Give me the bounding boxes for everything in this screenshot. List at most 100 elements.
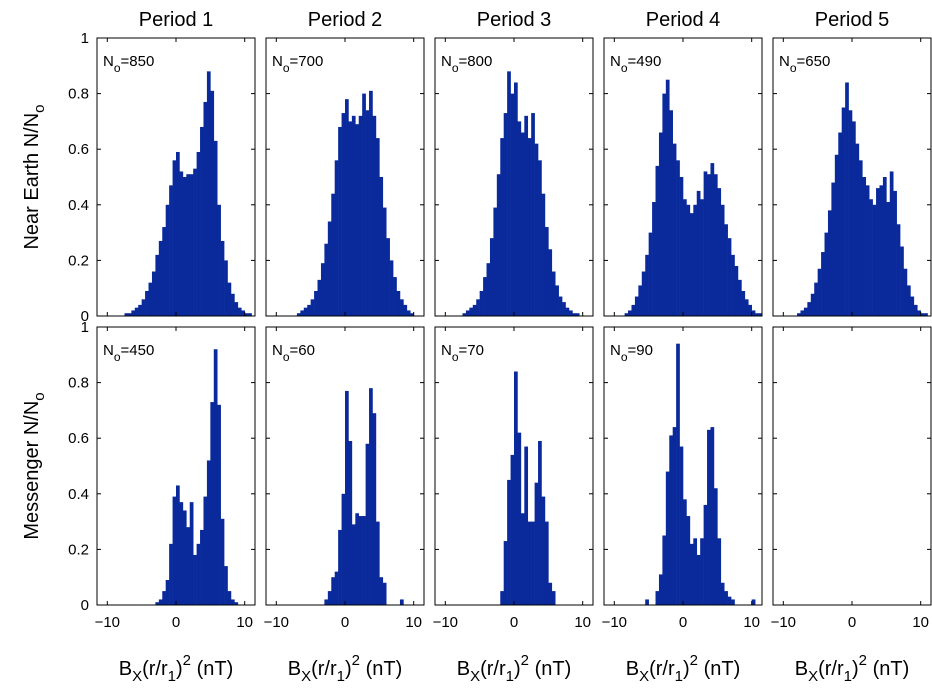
histogram-bar	[731, 599, 735, 605]
histogram-bar	[679, 177, 684, 316]
histogram-bar	[710, 163, 715, 316]
histogram-bar	[658, 132, 663, 316]
histogram-bar	[365, 110, 370, 316]
panel-r1-c4: No=490	[603, 37, 763, 317]
histogram-bar	[624, 313, 629, 316]
x-tick-label: −10	[264, 614, 289, 631]
histogram-bar	[524, 446, 529, 605]
histogram-bar	[858, 160, 863, 316]
histogram-bar	[720, 204, 725, 316]
histogram-bar	[845, 82, 849, 316]
histogram-bar	[369, 388, 373, 605]
histogram-bar	[172, 160, 177, 316]
histogram-bar	[500, 591, 504, 605]
histogram-bar	[324, 599, 329, 605]
histogram-bar	[179, 502, 184, 605]
histogram-bar	[727, 238, 732, 316]
histogram-bar	[169, 185, 173, 316]
y-tick-label: 0.6	[68, 141, 89, 158]
histogram-bar	[399, 299, 404, 316]
histogram-bar	[227, 591, 232, 605]
histogram-bar	[338, 529, 342, 605]
histogram-bar	[797, 313, 801, 316]
histogram-bar	[869, 199, 873, 316]
histogram-bar	[634, 296, 639, 316]
histogram-bar	[230, 599, 235, 605]
histogram-bar	[200, 529, 204, 605]
x-tick-label: 0	[172, 614, 180, 631]
histogram-bar	[517, 121, 522, 317]
histogram-bar	[355, 124, 360, 317]
histogram-bar	[703, 504, 708, 605]
histogram-bar	[224, 566, 228, 605]
histogram-bar	[531, 521, 535, 605]
x-tick-label: −10	[95, 614, 120, 631]
histogram-bar	[558, 296, 563, 316]
histogram-bar	[917, 310, 921, 316]
histogram-bar	[824, 232, 829, 316]
histogram-bar	[124, 313, 129, 316]
histogram-bar	[500, 138, 504, 316]
histogram-bar	[141, 299, 146, 316]
histogram-bar	[838, 132, 842, 316]
plot-frame	[772, 326, 932, 606]
histogram-bar	[493, 207, 498, 316]
y-tick-label: 1	[81, 319, 89, 336]
x-axis-label: BX(r/r1)2 (nT)	[795, 652, 909, 685]
histogram-bar	[800, 310, 805, 316]
histogram-bar	[527, 138, 532, 316]
row-y-axis-label: Near Earth N/No	[21, 104, 48, 249]
histogram-bar	[744, 299, 749, 316]
histogram-bar	[662, 535, 667, 605]
histogram-bar	[406, 310, 411, 316]
histogram-bar	[317, 279, 322, 316]
histogram-bar	[355, 513, 360, 605]
histogram-bar	[465, 310, 470, 316]
histogram-bar	[169, 543, 173, 605]
histogram-bar	[489, 238, 494, 316]
histogram-bar	[686, 204, 691, 316]
histogram-bar	[572, 313, 577, 316]
histogram-bar	[358, 516, 363, 605]
histogram-bar	[683, 499, 687, 605]
histogram-bar	[648, 232, 653, 316]
histogram-bar	[862, 177, 867, 316]
panel-r2-c5: −10 0 10	[771, 326, 932, 631]
sample-count-label: No=490	[610, 53, 661, 75]
histogram-bar	[751, 599, 756, 605]
sample-count-label: No=70	[441, 342, 484, 364]
histogram-bar	[652, 202, 656, 316]
histogram-bar	[541, 496, 546, 605]
histogram-bar	[538, 440, 542, 605]
histogram-bar	[669, 435, 673, 605]
histogram-bar	[234, 602, 239, 605]
histogram-bar	[386, 238, 390, 316]
histogram-bar	[213, 140, 218, 316]
histogram-bar	[341, 493, 346, 605]
histogram-bar	[672, 427, 677, 605]
histogram-bar	[655, 165, 660, 316]
histogram-bar	[358, 115, 363, 316]
sample-count-label: No=700	[272, 53, 323, 75]
histogram-bar	[348, 121, 353, 317]
histogram-bar	[900, 246, 904, 316]
histogram-bar	[396, 290, 401, 316]
histogram-bar	[717, 538, 722, 605]
histogram-bar	[162, 227, 166, 316]
histogram-bar	[300, 310, 305, 316]
panel-r1-c2: No=700	[265, 37, 425, 317]
histogram-bar	[217, 404, 221, 605]
histogram-bar	[758, 313, 763, 316]
histogram-bar	[351, 115, 356, 316]
x-tick-label: −10	[433, 614, 458, 631]
histogram-bar	[631, 304, 636, 316]
histogram-bar	[893, 190, 897, 316]
histogram-bar	[345, 99, 349, 316]
panel-r2-c3: −10 0 10 No=70	[433, 326, 594, 631]
histogram-bar	[410, 313, 414, 316]
histogram-bar	[713, 488, 718, 605]
histogram-bar	[562, 302, 566, 316]
y-tick-label: 0.8	[68, 375, 89, 392]
histogram-bar	[210, 90, 215, 316]
histogram-bar	[741, 290, 746, 316]
